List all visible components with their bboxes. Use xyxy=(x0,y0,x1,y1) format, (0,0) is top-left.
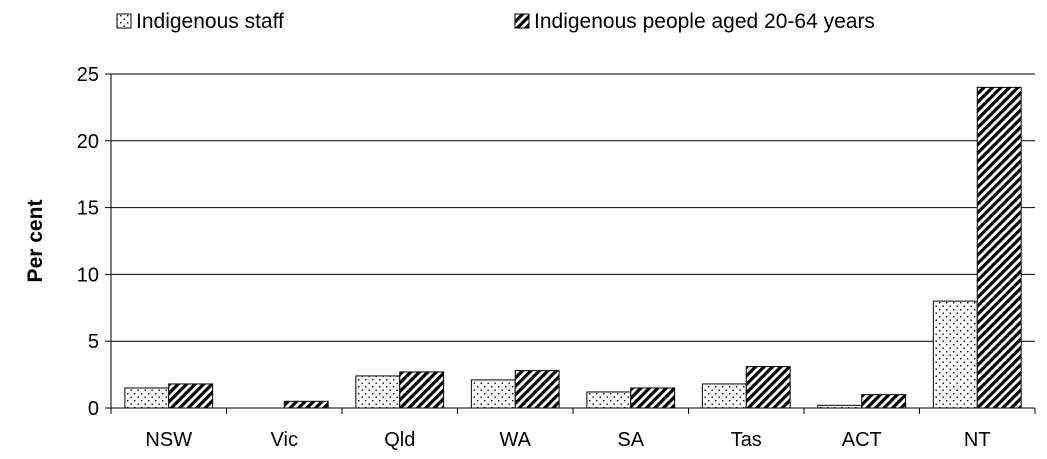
bar-sa-series-2 xyxy=(630,387,676,409)
legend-swatch-indigenous-people xyxy=(514,13,530,29)
bar-qld-series-2 xyxy=(399,371,445,409)
bar-vic-series-2 xyxy=(283,400,329,409)
y-tick-label: 5 xyxy=(88,331,99,353)
y-tick-label: 15 xyxy=(77,198,99,220)
legend-label-indigenous-staff: Indigenous staff xyxy=(136,10,284,33)
bar-qld-series-1 xyxy=(355,375,401,409)
bar-nsw-series-1 xyxy=(124,387,170,409)
x-tick-label-nsw: NSW xyxy=(145,429,192,451)
legend-item-indigenous-people: Indigenous people aged 20-64 years xyxy=(514,10,875,33)
bar-tas-series-2 xyxy=(745,366,791,409)
y-axis-title: Per cent xyxy=(24,200,47,283)
bar-tas-series-1 xyxy=(701,383,747,409)
y-axis-ticks: 0 5 10 15 20 25 xyxy=(77,64,111,420)
bar-wa-series-2 xyxy=(514,370,560,409)
bar-sa-series-1 xyxy=(586,391,632,409)
axes xyxy=(110,74,1035,409)
y-tick-label: 25 xyxy=(77,64,99,86)
bar-wa-series-1 xyxy=(470,379,516,409)
x-tick-label-sa: SA xyxy=(617,429,644,451)
legend-label-indigenous-people: Indigenous people aged 20-64 years xyxy=(534,10,875,33)
x-tick-label-wa: WA xyxy=(500,429,532,451)
x-tick-label-nt: NT xyxy=(964,429,991,451)
x-axis-ticks: NSW Vic Qld WA SA Tas ACT NT xyxy=(110,408,1036,451)
legend-item-indigenous-staff: Indigenous staff xyxy=(116,10,284,33)
y-tick-label: 10 xyxy=(77,264,99,286)
y-tick-label: 20 xyxy=(77,131,99,153)
gridlines xyxy=(111,73,1035,342)
bars xyxy=(124,86,1022,409)
legend: Indigenous staff Indigenous people aged … xyxy=(116,10,875,33)
y-tick-label: 0 xyxy=(88,398,99,420)
bar-nt-series-1 xyxy=(932,300,978,409)
x-tick-label-act: ACT xyxy=(842,429,882,451)
x-tick-label-qld: Qld xyxy=(384,429,415,451)
bar-act-series-2 xyxy=(861,394,907,409)
bar-nt-series-2 xyxy=(976,86,1022,409)
x-tick-label-tas: Tas xyxy=(731,429,762,451)
x-tick-label-vic: Vic xyxy=(271,429,298,451)
legend-swatch-indigenous-staff xyxy=(116,13,132,29)
bar-nsw-series-2 xyxy=(168,383,214,409)
